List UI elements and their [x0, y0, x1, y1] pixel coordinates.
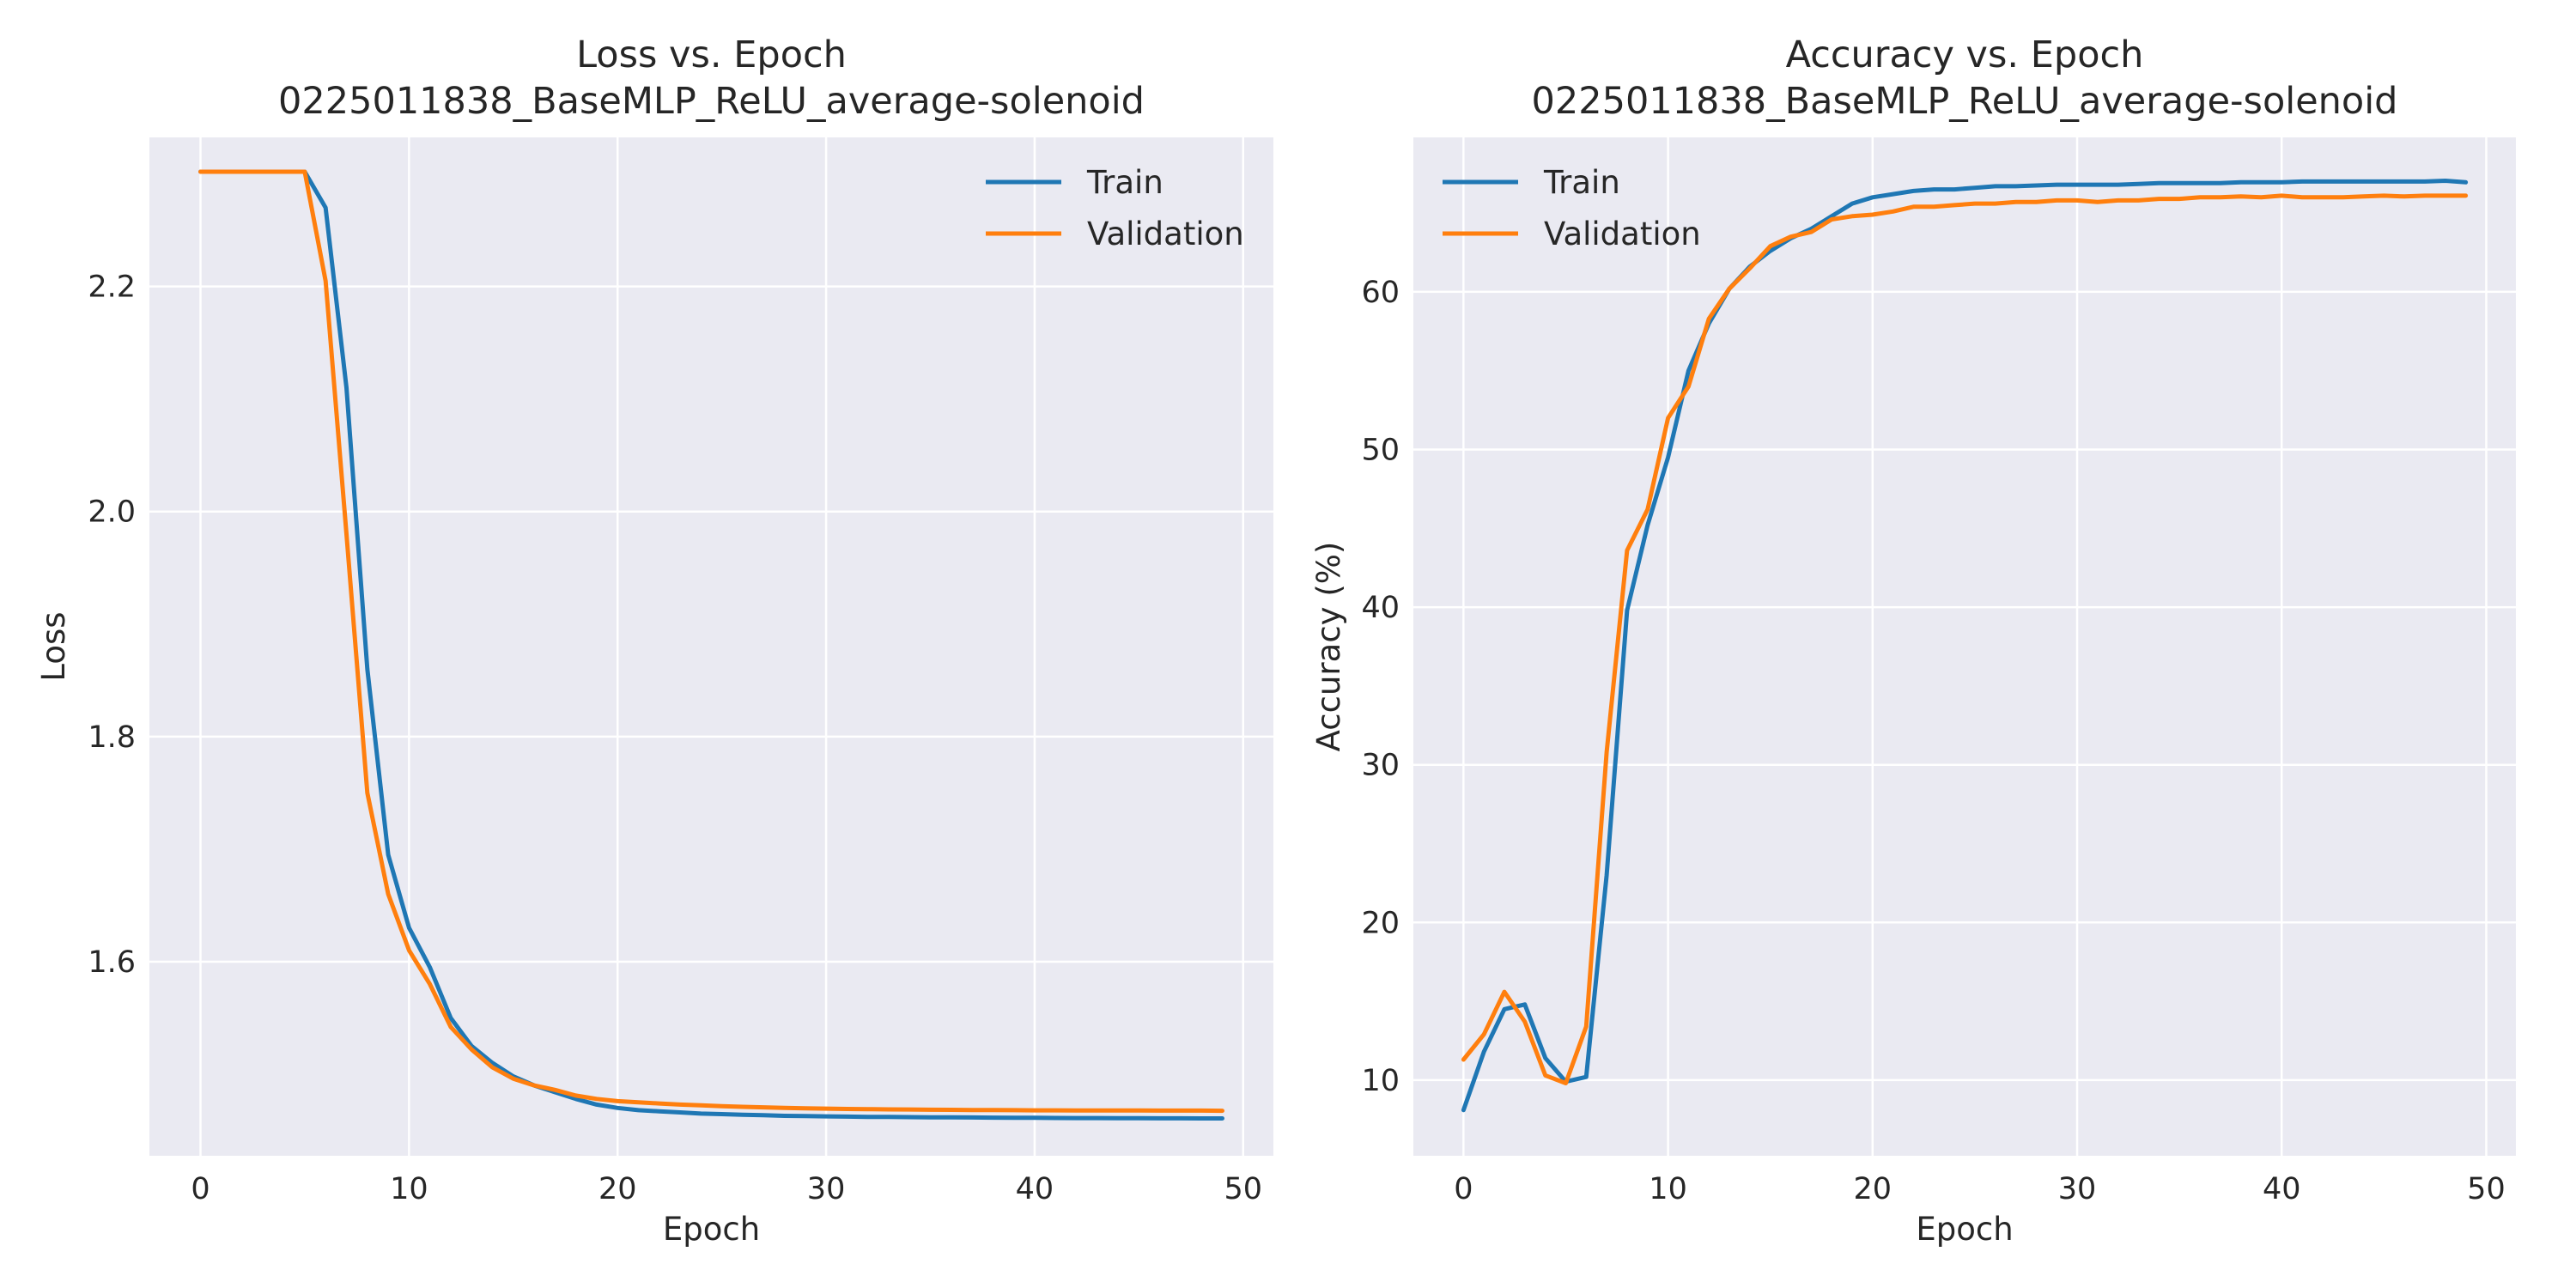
accuracy-x-tick-label: 30 — [2058, 1172, 2097, 1206]
accuracy-y-axis-label: Accuracy (%) — [1310, 542, 1347, 752]
loss-x-axis-label: Epoch — [663, 1211, 760, 1248]
accuracy-y-tick-label: 20 — [1361, 906, 1400, 940]
accuracy-x-tick-label: 0 — [1454, 1172, 1473, 1206]
accuracy-series-validation — [1461, 193, 2469, 1085]
loss-plot-area — [149, 137, 1273, 1156]
accuracy-y-tick-label: 50 — [1361, 434, 1400, 468]
accuracy-x-tick-label: 20 — [1854, 1172, 1893, 1206]
accuracy-y-tick-label: 60 — [1361, 276, 1400, 310]
loss-legend-label-train: Train — [1086, 164, 1163, 201]
loss-series-train — [198, 169, 1224, 1121]
accuracy-legend-label-train: Train — [1543, 164, 1620, 201]
loss-chart-title: Loss vs. Epoch — [576, 33, 847, 76]
loss-y-tick-label: 1.8 — [88, 720, 136, 755]
loss-legend: Train Validation — [986, 164, 1244, 252]
accuracy-legend-label-validation: Validation — [1544, 216, 1701, 252]
accuracy-chart: 0 10 20 30 40 50 10 20 30 40 50 60 Accuracy vs. Epoc… — [1310, 33, 2516, 1248]
accuracy-y-tick-label: 30 — [1361, 749, 1400, 783]
accuracy-x-axis-label: Epoch — [1916, 1211, 2013, 1248]
accuracy-x-tick-label: 10 — [1649, 1172, 1687, 1206]
accuracy-x-tick-label: 40 — [2263, 1172, 2301, 1206]
accuracy-y-tick-label: 10 — [1361, 1064, 1400, 1098]
loss-chart-subtitle: 0225011838_BaseMLP_ReLU_average-solenoid — [278, 80, 1145, 123]
accuracy-legend: Train Validation — [1443, 164, 1701, 252]
loss-series-validation — [198, 169, 1224, 1114]
accuracy-chart-subtitle: 0225011838_BaseMLP_ReLU_average-solenoid — [1532, 80, 2398, 123]
accuracy-y-tick-label: 40 — [1361, 591, 1400, 625]
accuracy-series-train — [1461, 179, 2469, 1113]
accuracy-x-tick-label: 50 — [2467, 1172, 2506, 1206]
loss-x-tick-label: 50 — [1224, 1172, 1263, 1206]
loss-y-tick-label: 1.6 — [88, 945, 136, 980]
loss-x-tick-label: 0 — [191, 1172, 210, 1206]
loss-y-axis-label: Loss — [35, 611, 72, 681]
accuracy-plot-area — [1413, 137, 2516, 1156]
loss-legend-label-validation: Validation — [1087, 216, 1244, 252]
loss-x-tick-label: 30 — [807, 1172, 846, 1206]
loss-y-tick-label: 2.0 — [88, 495, 136, 530]
accuracy-chart-title: Accuracy vs. Epoch — [1786, 33, 2144, 76]
loss-x-tick-label: 10 — [390, 1172, 428, 1206]
loss-y-tick-label: 2.2 — [88, 270, 136, 305]
loss-chart: 0 10 20 30 40 50 1.6 1.8 2.0 2.2 Loss vs. Epoch022… — [35, 33, 1273, 1248]
loss-x-tick-label: 40 — [1016, 1172, 1054, 1206]
loss-x-tick-label: 20 — [598, 1172, 637, 1206]
